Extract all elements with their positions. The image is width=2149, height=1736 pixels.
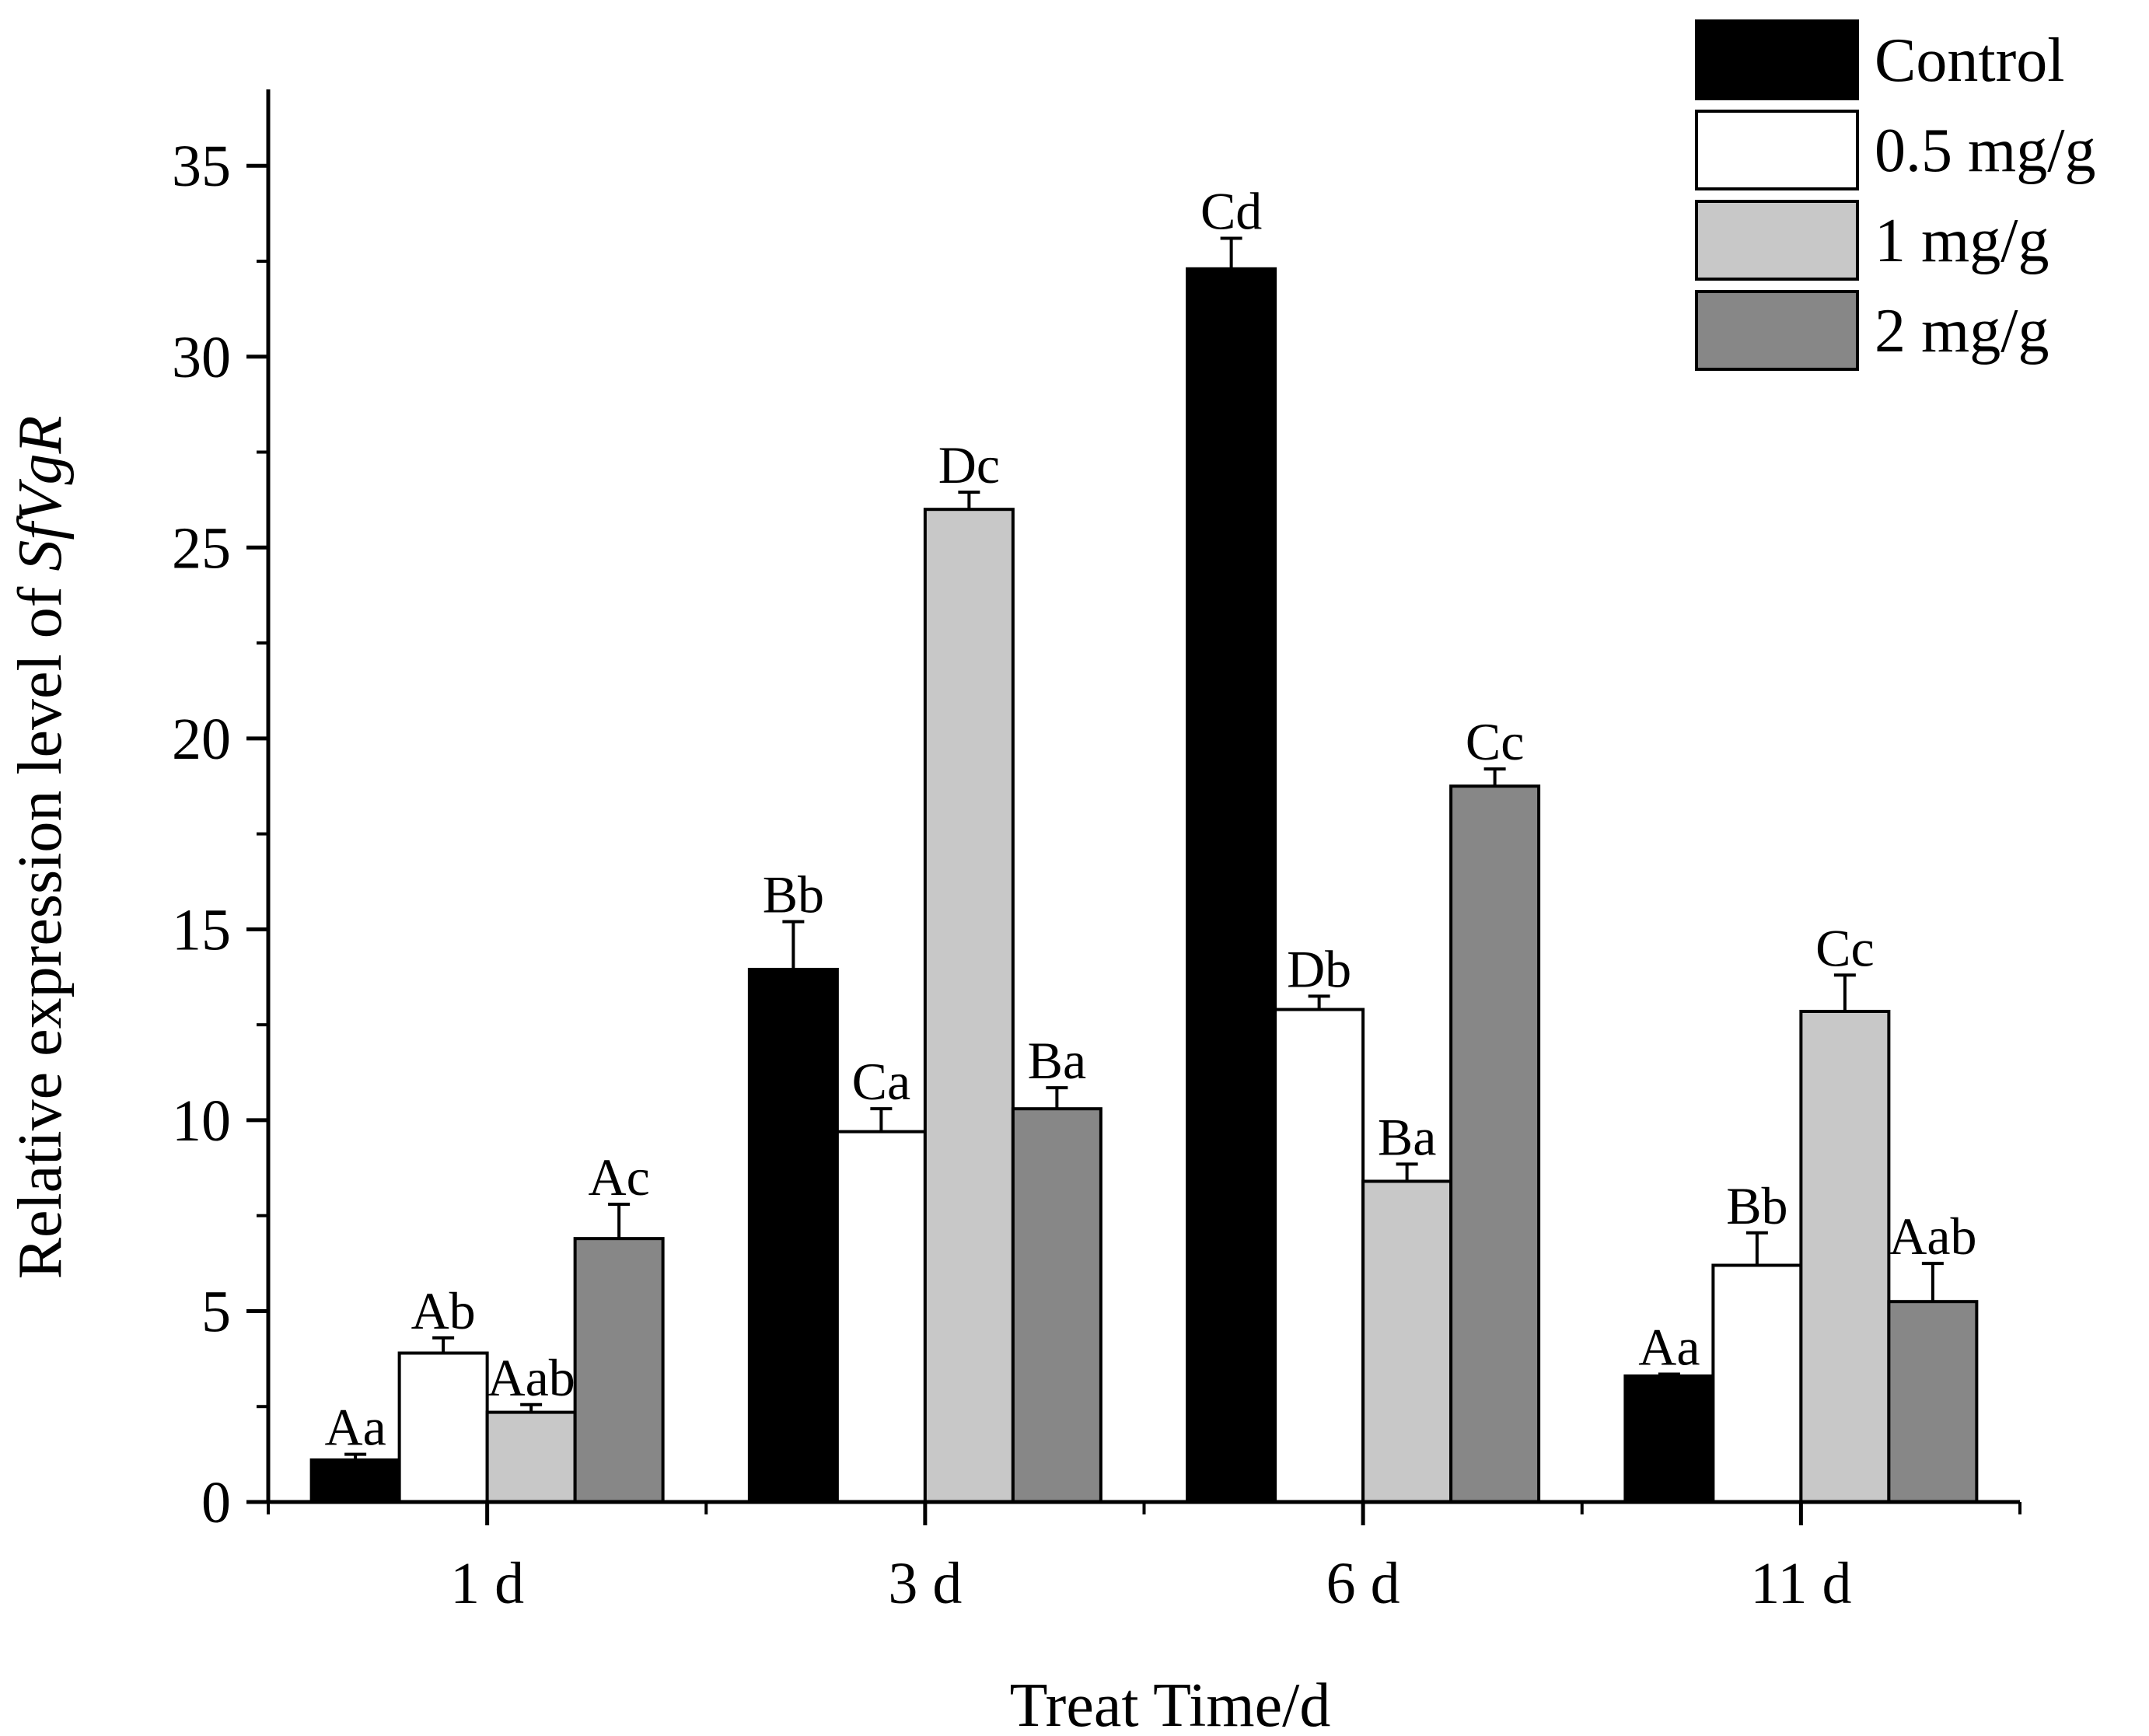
significance-label: Bb bbox=[763, 865, 824, 924]
significance-label: Cc bbox=[1815, 918, 1875, 977]
bar-1d-series-0 bbox=[309, 1458, 401, 1504]
significance-label: Ac bbox=[588, 1147, 649, 1207]
error-bars-group bbox=[344, 236, 1944, 1460]
significance-label: Cc bbox=[1466, 712, 1525, 771]
bar-1d-series-3 bbox=[573, 1237, 665, 1504]
x-tick-label: 11 d bbox=[1750, 1551, 1851, 1616]
legend: Control 0.5 mg/g 1 mg/g 2 mg/g bbox=[1695, 19, 2095, 371]
significance-label: Aa bbox=[324, 1398, 386, 1457]
y-tick-label: 20 bbox=[172, 707, 231, 772]
bar-3d-series-1 bbox=[835, 1130, 927, 1504]
bar-3d-series-2 bbox=[923, 508, 1015, 1504]
y-axis: 0 5 10 15 20 25 30 35 bbox=[172, 89, 271, 1535]
bar-3d-series-3 bbox=[1011, 1107, 1102, 1504]
x-axis: 1 d 3 d 6 d 11 d bbox=[267, 1500, 2021, 1616]
bar-1d-series-1 bbox=[397, 1351, 489, 1504]
bars-group bbox=[309, 267, 1979, 1504]
significance-label: Ab bbox=[411, 1281, 476, 1340]
bar-labels-group: Aa Bb Cd Aa Ab Ca Db Bb Aab Dc Ba Cc Ac Ba Cc Aab bbox=[324, 182, 1976, 1457]
bar-11d-series-0 bbox=[1623, 1374, 1715, 1504]
y-axis-title: Relative expression level of SfVgR bbox=[6, 416, 75, 1280]
significance-label: Db bbox=[1287, 939, 1351, 998]
bar-6d-series-1 bbox=[1274, 1008, 1365, 1504]
legend-swatch bbox=[1695, 19, 1859, 100]
significance-label: Aab bbox=[487, 1348, 575, 1407]
y-tick-label: 30 bbox=[172, 325, 231, 390]
bar-6d-series-0 bbox=[1186, 267, 1277, 1504]
bar-6d-series-2 bbox=[1361, 1179, 1453, 1504]
significance-label: Aab bbox=[1889, 1207, 1976, 1266]
significance-label: Bb bbox=[1726, 1176, 1787, 1235]
legend-swatch bbox=[1695, 200, 1859, 281]
x-axis-title: Treat Time/d bbox=[1010, 1671, 1331, 1736]
y-tick-label: 0 bbox=[201, 1470, 231, 1535]
bar-11d-series-3 bbox=[1887, 1300, 1979, 1504]
bar-11d-series-1 bbox=[1711, 1263, 1803, 1504]
bar-6d-series-3 bbox=[1449, 784, 1541, 1504]
significance-label: Cd bbox=[1200, 182, 1262, 241]
y-tick-label: 25 bbox=[172, 515, 231, 581]
x-tick-label: 6 d bbox=[1326, 1551, 1400, 1616]
legend-label: 2 mg/g bbox=[1875, 297, 2049, 365]
y-axis-title-gene: SfVgR bbox=[6, 416, 75, 571]
bar-11d-series-2 bbox=[1799, 1009, 1891, 1504]
y-tick-label: 35 bbox=[172, 134, 231, 199]
y-axis-title-text: Relative expression level of bbox=[6, 571, 75, 1280]
legend-label: 1 mg/g bbox=[1875, 207, 2049, 275]
bar-1d-series-2 bbox=[485, 1410, 577, 1504]
y-tick-label: 15 bbox=[172, 897, 231, 962]
significance-label: Ca bbox=[852, 1052, 911, 1111]
legend-label: Control bbox=[1875, 26, 2064, 95]
significance-label: Dc bbox=[938, 435, 1000, 494]
significance-label: Ba bbox=[1378, 1107, 1437, 1166]
bar-3d-series-0 bbox=[747, 967, 839, 1504]
y-tick-label: 10 bbox=[172, 1088, 231, 1154]
legend-label: 0.5 mg/g bbox=[1875, 117, 2095, 185]
x-tick-label: 1 d bbox=[450, 1551, 524, 1616]
x-tick-label: 3 d bbox=[888, 1551, 962, 1616]
y-tick-label: 5 bbox=[201, 1279, 231, 1344]
significance-label: Aa bbox=[1638, 1317, 1700, 1376]
legend-swatch bbox=[1695, 290, 1859, 371]
significance-label: Ba bbox=[1028, 1031, 1087, 1090]
legend-swatch bbox=[1695, 110, 1859, 190]
